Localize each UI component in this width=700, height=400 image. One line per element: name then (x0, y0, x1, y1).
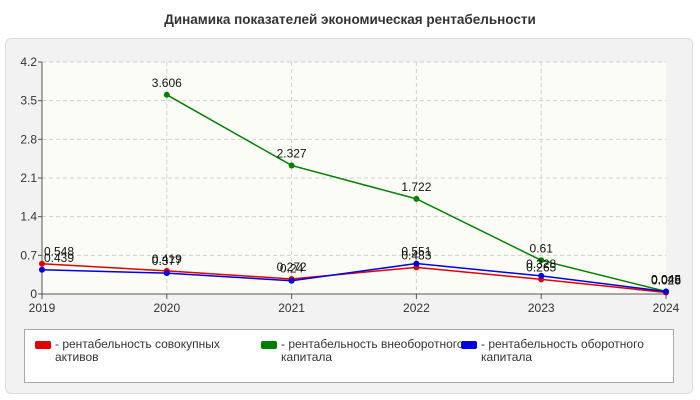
data-label: 0.24 (280, 262, 304, 276)
data-point (538, 272, 545, 279)
series-line-2 (41, 262, 667, 293)
data-label: 3.606 (152, 76, 182, 90)
data-label: 0.272 (277, 260, 307, 274)
y-tick-label: 0.7 (20, 248, 37, 262)
data-label: 1.722 (401, 180, 431, 194)
data-label: 2.327 (277, 146, 307, 160)
data-label: 0.483 (401, 248, 431, 262)
data-point (39, 266, 45, 273)
legend-item-fixed-capital[interactable]: - рентабельность внеоборотного капитала (261, 338, 466, 364)
data-point (39, 260, 45, 267)
x-tick-label: 2019 (29, 301, 56, 315)
legend-item-assets[interactable]: - рентабельность совокупных активов (35, 338, 240, 364)
data-label: 0.551 (401, 245, 431, 259)
data-label: 0.419 (152, 252, 182, 266)
legend-label: - рентабельность совокупных активов (55, 337, 220, 364)
y-tick-label: 0 (30, 287, 37, 301)
data-point (538, 257, 545, 264)
legend-label: - рентабельность оборотного капитала (481, 337, 644, 364)
data-label: 0.548 (44, 245, 74, 259)
y-tick-label: 2.1 (20, 171, 37, 185)
data-point (288, 162, 295, 169)
data-label: 0.028 (651, 273, 681, 287)
data-label: 0.046 (651, 272, 681, 286)
y-tick-label: 3.5 (20, 94, 37, 108)
legend-item-working-capital[interactable]: - рентабельность оборотного капитала (461, 338, 666, 364)
data-point (663, 288, 669, 295)
legend-swatch-green (261, 341, 277, 349)
series-line-0 (41, 262, 667, 294)
y-tick-label: 4.2 (20, 55, 37, 69)
legend-swatch-blue (461, 341, 477, 349)
x-tick-label: 2023 (528, 301, 555, 315)
data-label: 0.61 (530, 241, 554, 255)
x-tick-label: 2022 (403, 301, 430, 315)
chart-title: Динамика показателей экономическая рента… (164, 12, 536, 27)
legend-swatch-red (35, 341, 51, 349)
legend: - рентабельность совокупных активов - ре… (24, 329, 674, 383)
data-point (288, 277, 295, 284)
y-tick-label: 1.4 (20, 210, 37, 224)
data-label: 0.328 (526, 257, 556, 271)
data-label: 0.377 (152, 254, 182, 268)
x-tick-label: 2024 (653, 301, 680, 315)
data-label: 0.045 (651, 273, 681, 287)
data-label: 0.265 (526, 260, 556, 274)
data-point (413, 260, 420, 267)
data-point (163, 270, 170, 277)
data-point (413, 195, 420, 202)
data-point (163, 91, 170, 98)
x-tick-label: 2020 (153, 301, 180, 315)
y-tick-label: 2.8 (20, 132, 37, 146)
legend-label: - рентабельность внеоборотного капитала (281, 337, 464, 364)
data-label: 0.439 (44, 251, 74, 265)
x-tick-label: 2021 (278, 301, 305, 315)
